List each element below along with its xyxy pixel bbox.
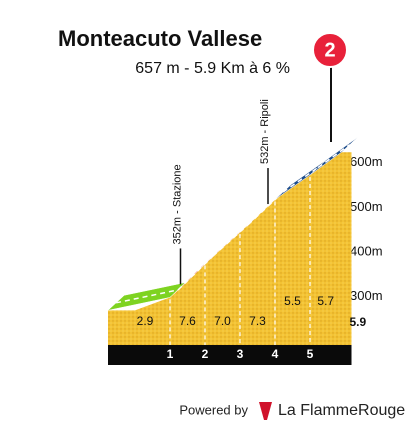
gradient-label: 7.6 <box>179 314 196 328</box>
y-tick-label: 500m <box>350 199 383 214</box>
km-label: 2 <box>202 347 209 361</box>
segment-dash <box>115 289 179 304</box>
gradient-label: 7.0 <box>214 314 231 328</box>
y-tick-label: 600m <box>350 154 383 169</box>
plot: 300m 400m 500m 600m 2.9 7.6 7.0 7.3 5.5 5.7 1 2 3 4 5 5… <box>107 99 390 365</box>
base <box>108 345 352 365</box>
gradient-label: 5.7 <box>317 294 334 308</box>
km-label: 3 <box>237 347 244 361</box>
gradient-label: 7.3 <box>249 314 266 328</box>
badge <box>312 32 348 68</box>
y-tick-label: 400m <box>350 243 383 258</box>
annotation-label: 532m - Ripoli <box>259 99 271 164</box>
segment-dash <box>317 144 351 169</box>
distance-label: 5.9 <box>350 315 367 329</box>
km-label: 4 <box>272 347 279 361</box>
gradient-label: 2.9 <box>137 314 154 328</box>
km-label: 1 <box>167 347 174 361</box>
km-label: 5 <box>307 347 314 361</box>
annotation-label: 352m - Stazione <box>171 164 183 244</box>
profile-face <box>108 152 342 345</box>
y-tick-label: 300m <box>350 288 383 303</box>
chart-title: Monteacuto Vallese <box>58 26 262 51</box>
footer-powered: Powered by <box>179 402 248 417</box>
logo <box>259 402 272 420</box>
segment-dash <box>282 166 319 193</box>
chart-subtitle: 657 m - 5.9 Km à 6 % <box>135 60 290 77</box>
profile-side <box>341 152 352 345</box>
gradient-label: 5.5 <box>284 294 301 308</box>
footer-brand: La FlammeRouge <box>278 402 405 419</box>
badge-label: 2 <box>324 39 335 61</box>
